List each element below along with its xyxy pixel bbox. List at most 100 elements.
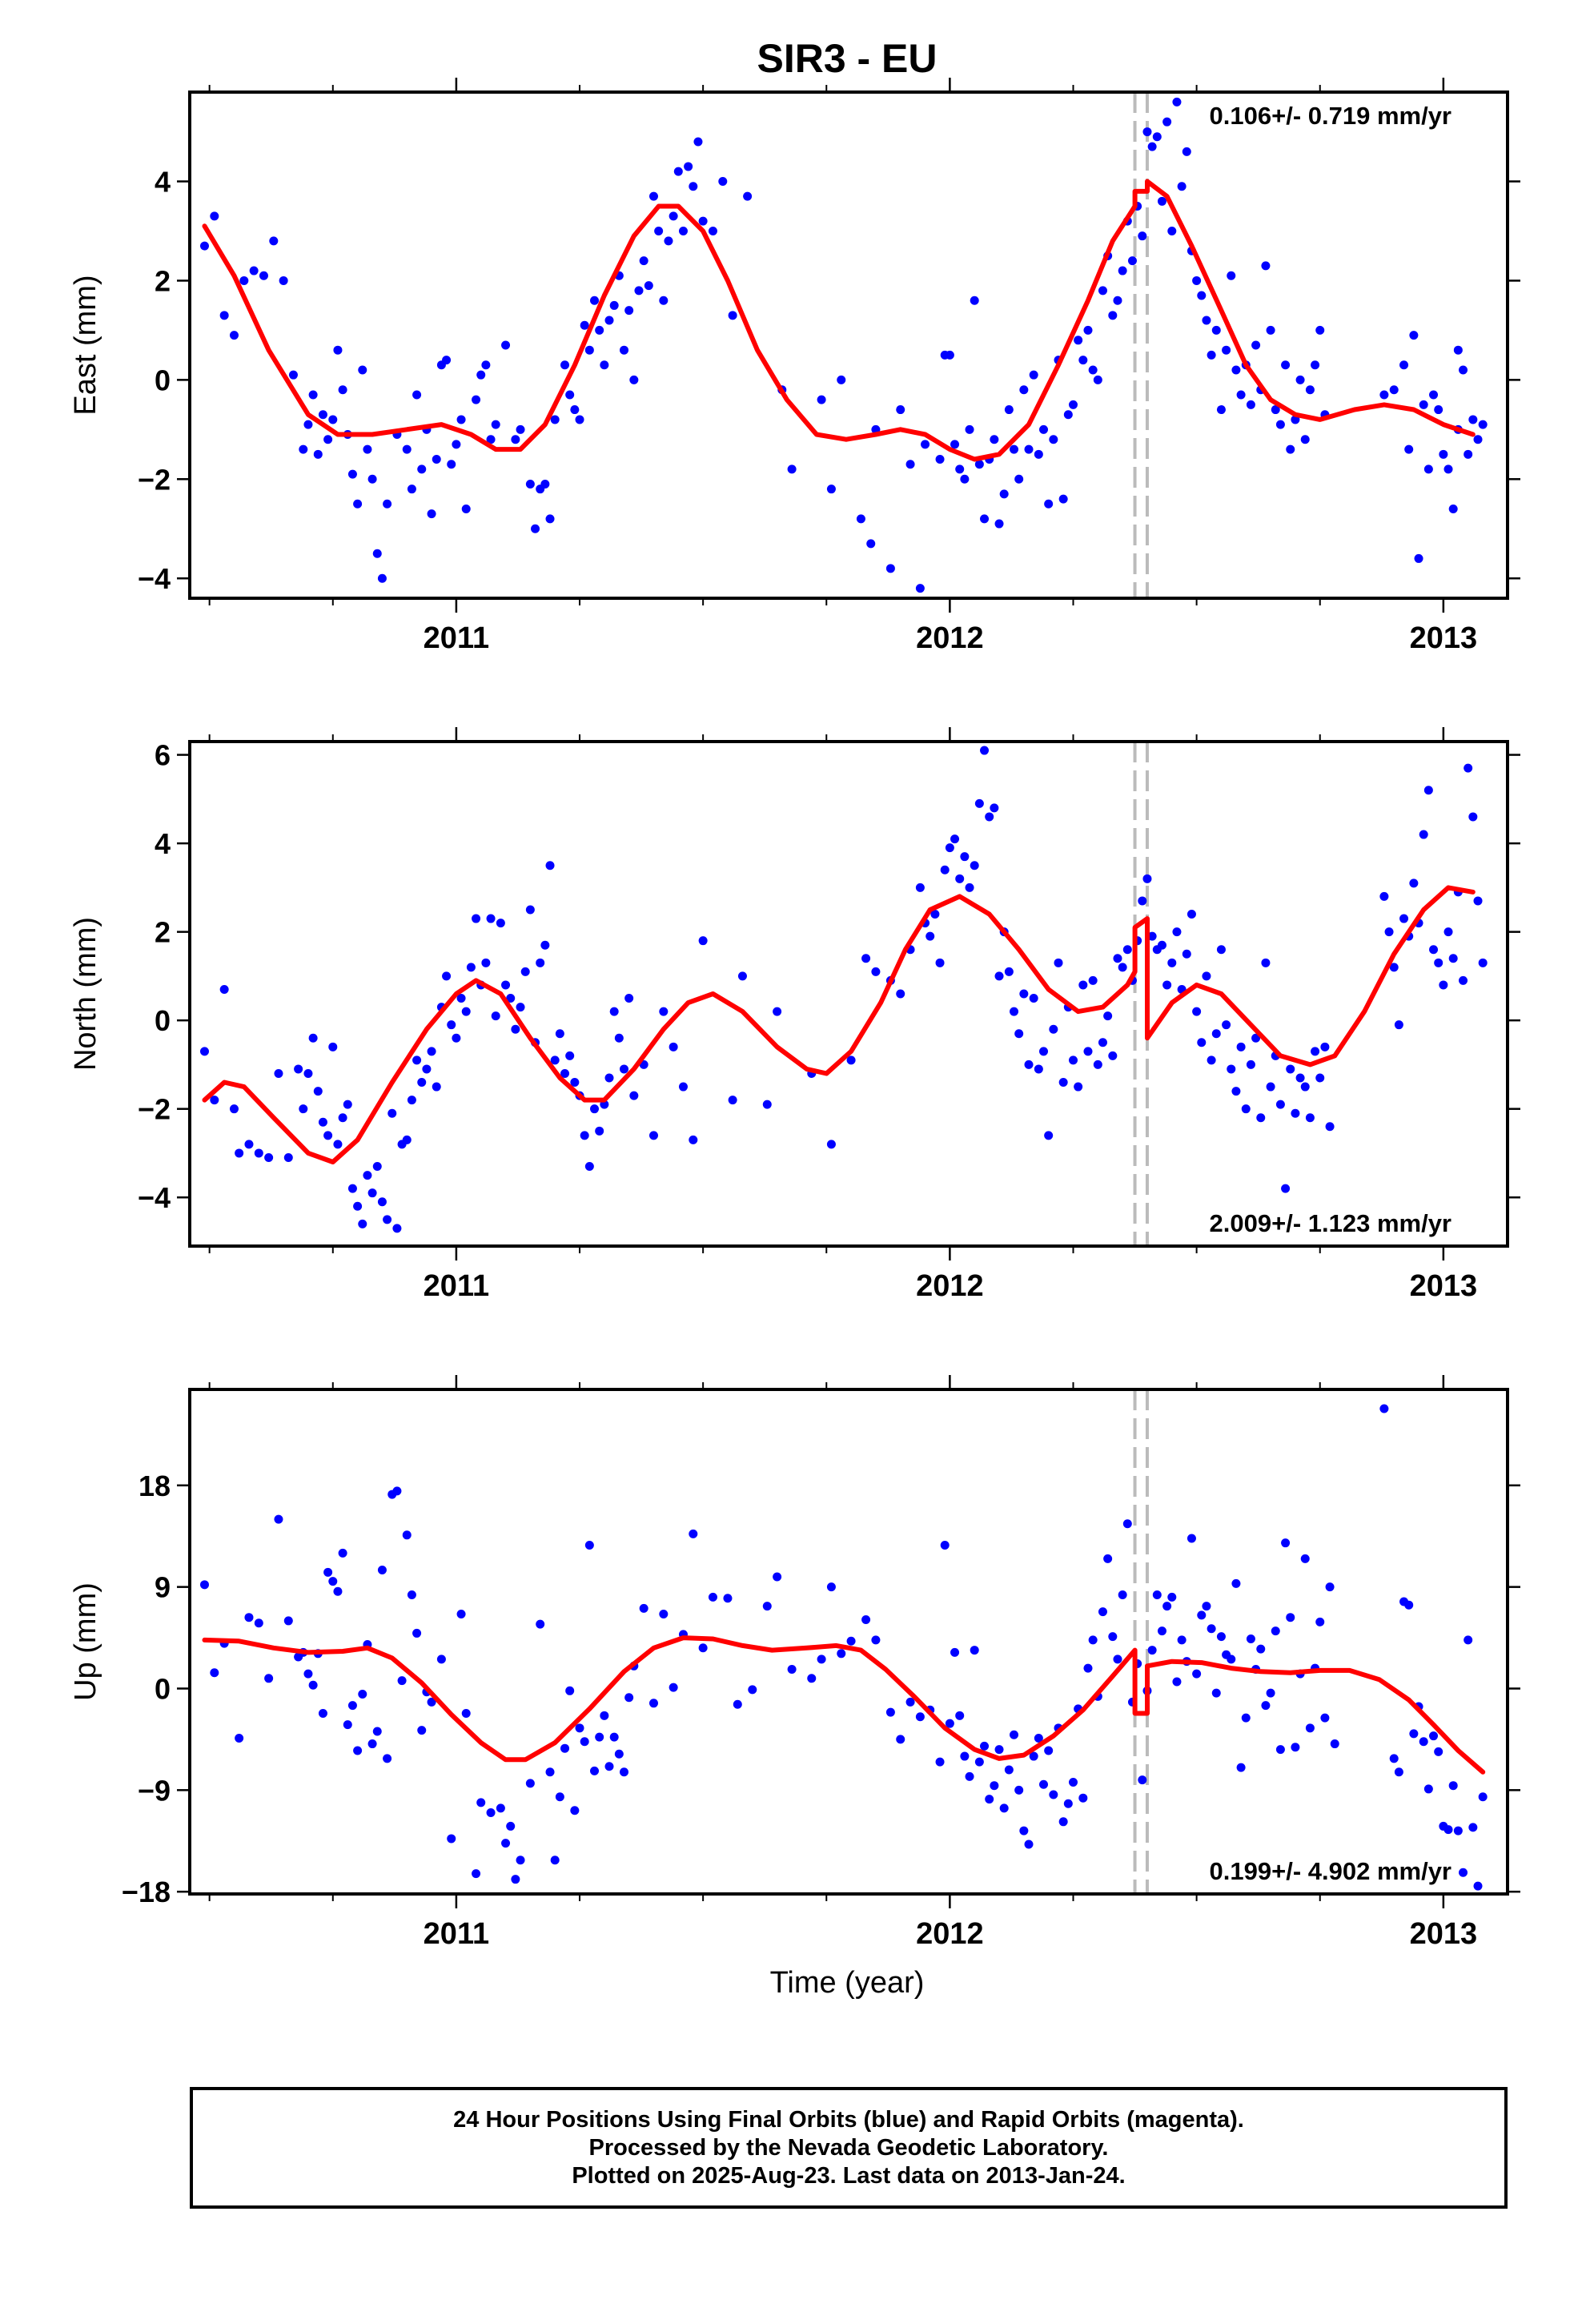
north-x-tick-label: 2013 — [1410, 1269, 1478, 1303]
east-data-point — [308, 390, 318, 400]
footer-line-1: 24 Hour Positions Using Final Orbits (bl… — [453, 2106, 1244, 2133]
east-data-point — [1182, 147, 1191, 156]
up-data-point — [885, 1707, 895, 1717]
up-data-point — [1088, 1635, 1098, 1645]
north-data-point — [1429, 945, 1439, 955]
north-y-tick-label: −4 — [138, 1181, 171, 1214]
up-data-point — [343, 1720, 352, 1730]
east-data-point — [229, 331, 239, 340]
east-data-point — [1152, 132, 1162, 142]
up-data-point — [1434, 1747, 1443, 1756]
north-data-point — [1074, 1082, 1083, 1092]
east-data-point — [210, 211, 219, 221]
north-data-point — [1157, 940, 1166, 950]
north-data-point — [580, 1131, 589, 1140]
north-y-tick-label: 0 — [155, 1004, 171, 1037]
east-data-point — [269, 236, 279, 246]
north-data-point — [773, 1007, 782, 1016]
east-data-point — [1399, 360, 1409, 370]
east-data-point — [575, 415, 584, 424]
up-data-point — [1108, 1632, 1118, 1642]
up-data-point — [550, 1856, 560, 1865]
up-data-point — [980, 1741, 990, 1751]
up-data-point — [604, 1762, 614, 1771]
north-data-point — [1291, 1108, 1300, 1118]
north-data-point — [669, 1042, 678, 1051]
north-data-point — [1266, 1082, 1275, 1092]
east-data-point — [693, 137, 703, 147]
east-data-point — [1414, 553, 1423, 563]
east-data-point — [664, 236, 673, 246]
east-data-point — [684, 162, 693, 171]
north-data-point — [1320, 1042, 1330, 1051]
east-data-point — [417, 464, 427, 474]
east-data-point — [885, 564, 895, 573]
east-data-point — [1010, 444, 1019, 454]
up-data-point — [708, 1592, 717, 1602]
north-y-tick-label: −2 — [138, 1093, 171, 1126]
north-data-point — [1118, 963, 1127, 972]
up-data-point — [575, 1723, 584, 1733]
north-data-point — [472, 914, 481, 923]
up-data-point — [1216, 1632, 1226, 1642]
east-data-point — [648, 191, 658, 201]
up-data-point — [609, 1732, 619, 1742]
north-data-point — [1182, 949, 1191, 959]
north-data-point — [1311, 1047, 1320, 1056]
east-data-point — [1167, 226, 1177, 235]
east-data-point — [1004, 405, 1014, 415]
east-data-point — [1448, 504, 1458, 513]
up-y-tick-label: 9 — [155, 1571, 171, 1604]
up-data-point — [397, 1676, 407, 1686]
east-data-point — [565, 390, 575, 400]
up-data-point — [940, 1540, 950, 1550]
east-data-point — [472, 395, 481, 404]
north-data-point — [1029, 994, 1038, 1003]
north-data-point — [1241, 1104, 1251, 1114]
north-data-point — [584, 1162, 594, 1172]
north-data-point — [737, 971, 747, 981]
up-data-point — [323, 1567, 333, 1577]
north-data-point — [1464, 763, 1473, 773]
east-data-point — [955, 464, 965, 474]
east-data-point — [1281, 360, 1291, 370]
up-data-point — [1024, 1839, 1034, 1849]
north-data-point — [648, 1131, 658, 1140]
up-data-point — [1320, 1713, 1330, 1723]
east-data-point — [974, 460, 984, 469]
up-data-point — [199, 1580, 209, 1590]
up-data-point — [1162, 1602, 1172, 1611]
east-data-point — [1271, 405, 1280, 415]
footer-note-box: 24 Hour Positions Using Final Orbits (bl… — [190, 2087, 1508, 2209]
north-data-point — [1423, 786, 1433, 795]
up-data-point — [955, 1711, 965, 1720]
up-data-point — [264, 1674, 274, 1683]
east-data-point — [1014, 474, 1024, 484]
up-y-tick-label: −18 — [122, 1876, 171, 1908]
footer-line-2: Processed by the Nevada Geodetic Laborat… — [588, 2134, 1109, 2161]
north-data-point — [970, 861, 979, 870]
up-data-point — [600, 1711, 609, 1720]
north-data-point — [871, 967, 881, 976]
up-data-point — [427, 1697, 436, 1707]
up-data-point — [254, 1618, 263, 1628]
east-data-point — [456, 415, 466, 424]
up-data-point — [1058, 1817, 1068, 1827]
up-data-point — [846, 1636, 856, 1646]
north-data-point — [1122, 945, 1132, 955]
north-data-point — [560, 1068, 570, 1078]
north-y-tick-label: 4 — [155, 827, 171, 860]
east-data-point — [634, 286, 644, 296]
up-x-tick-label: 2011 — [424, 1917, 489, 1951]
up-data-point — [417, 1726, 427, 1735]
up-data-point — [377, 1566, 387, 1575]
up-points — [199, 1404, 1488, 1891]
up-data-point — [486, 1808, 496, 1818]
east-data-point — [629, 375, 639, 384]
east-data-point — [673, 167, 683, 176]
north-data-point — [387, 1108, 397, 1118]
east-data-point — [550, 415, 560, 424]
north-data-point — [1049, 1024, 1058, 1034]
east-data-point — [1078, 356, 1088, 365]
up-data-point — [1227, 1655, 1236, 1664]
